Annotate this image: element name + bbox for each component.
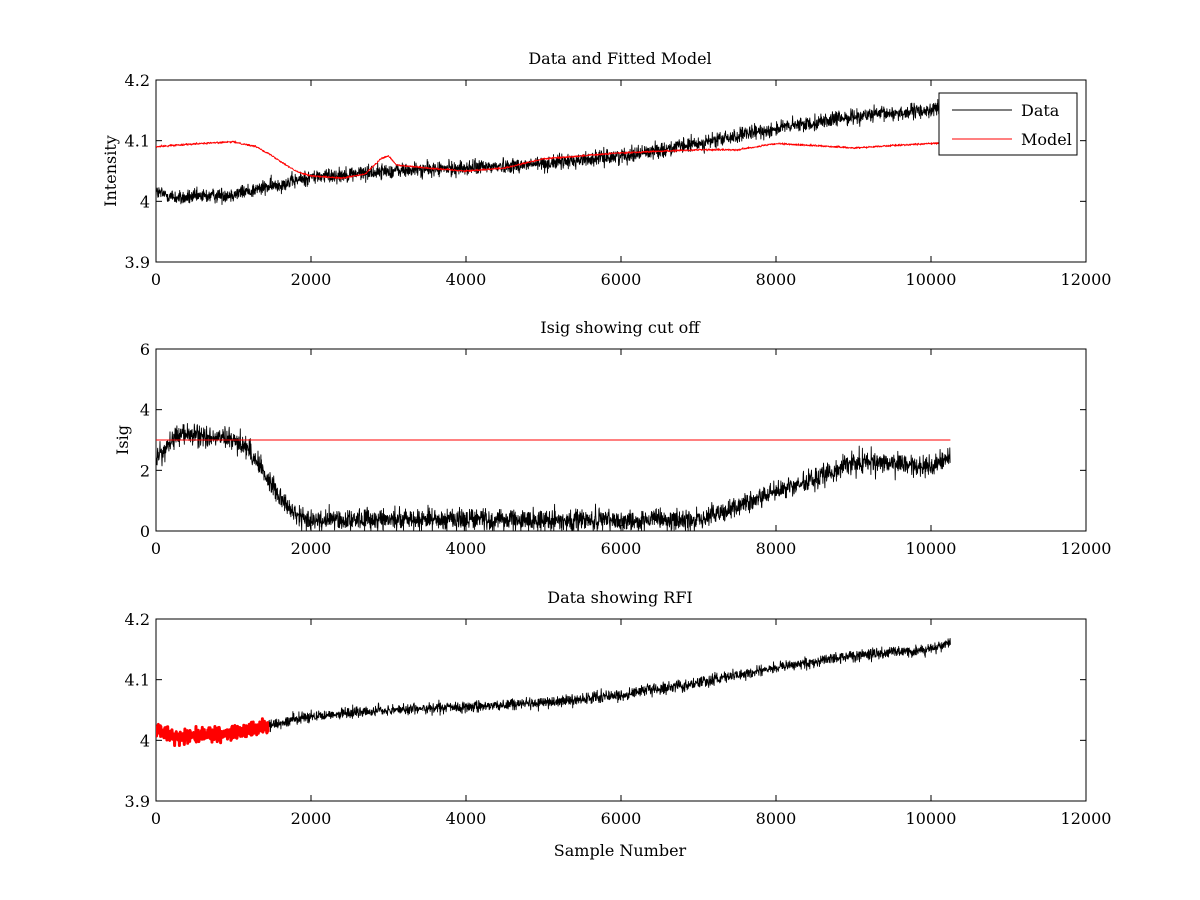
x-tick-label: 6000 [601,270,642,289]
panel-data-showing-rfi: Data showing RFI 0 2000 4000 6000 8000 10000 1… [125,588,1112,860]
x-tick-label: 8000 [756,270,797,289]
tick-layer: 0 2000 4000 6000 8000 10000 12000 0 2 4 6 [140,340,1112,558]
x-tick-label: 2000 [291,539,332,558]
y-tick-label: 4.1 [125,671,150,690]
y-tick-label: 3.9 [125,792,150,811]
y-tick-label: 4 [140,192,150,211]
y-axis-label: Intensity [101,135,120,207]
y-tick-label: 4.2 [125,610,150,629]
legend-box [938,92,1078,156]
series-layer [156,637,951,747]
x-tick-label: 4000 [446,539,487,558]
x-tick-label: 2000 [291,809,332,828]
x-tick-label: 0 [151,539,161,558]
y-tick-label: 0 [140,522,150,541]
model-series-line [156,140,951,180]
x-tick-label: 0 [151,809,161,828]
x-axis-label: Sample Number [554,841,687,860]
legend: Data Model [938,92,1078,156]
y-tick-label: 4.1 [125,132,150,151]
x-tick-label: 12000 [1061,539,1112,558]
x-tick-label: 10000 [906,270,957,289]
x-tick-label: 2000 [291,270,332,289]
x-tick-label: 6000 [601,809,642,828]
chart-title: Isig showing cut off [540,318,701,337]
panel-data-and-fitted-model: Data and Fitted Model 0 2000 4000 6000 8000 1… [101,49,1111,289]
tick-layer: 0 2000 4000 6000 8000 10000 12000 3.9 4 4.1 4.2 [125,71,1112,289]
plot-area [155,618,1087,802]
y-tick-label: 3.9 [125,253,150,272]
x-tick-label: 0 [151,270,161,289]
legend-label-data: Data [1021,101,1060,120]
x-tick-label: 4000 [446,270,487,289]
x-tick-label: 8000 [756,809,797,828]
x-tick-label: 4000 [446,809,487,828]
series-0-series-line [156,423,951,531]
x-tick-label: 8000 [756,539,797,558]
series-0-series-line [267,637,951,733]
x-tick-label: 10000 [906,809,957,828]
series-1-series-line [156,717,270,747]
y-tick-label: 4 [140,401,150,420]
chart-title: Data showing RFI [547,588,692,607]
y-axis-label: Isig [113,425,132,455]
data-series-line [156,97,951,205]
tick-layer: 0 2000 4000 6000 8000 10000 12000 3.9 4 4.1 4.2 [125,610,1112,828]
y-tick-label: 6 [140,340,150,359]
x-tick-label: 12000 [1061,270,1112,289]
legend-label-model: Model [1021,130,1072,149]
x-tick-label: 10000 [906,539,957,558]
chart-title: Data and Fitted Model [528,49,711,68]
y-tick-label: 2 [140,461,150,480]
series-layer [156,423,951,531]
y-tick-label: 4.2 [125,71,150,90]
y-tick-label: 4 [140,731,150,750]
series-layer [156,97,951,205]
x-tick-label: 12000 [1061,809,1112,828]
x-tick-label: 6000 [601,539,642,558]
panel-isig-showing-cut-off: Isig showing cut off 0 2000 4000 6000 8000 10… [113,318,1111,558]
